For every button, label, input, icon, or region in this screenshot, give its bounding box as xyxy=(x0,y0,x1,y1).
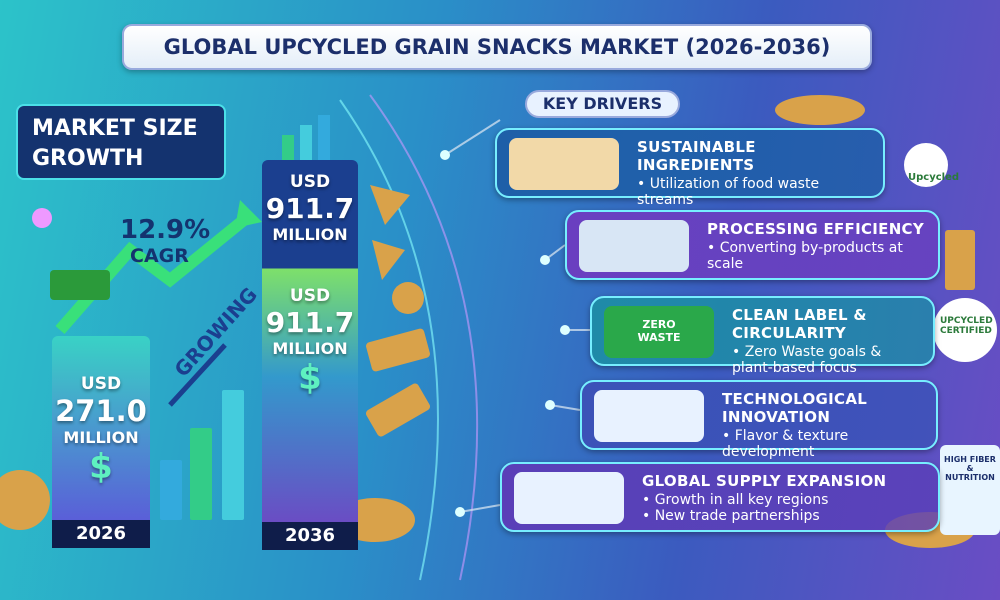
driver-icon xyxy=(509,138,619,190)
unit: MILLION xyxy=(63,428,139,447)
driver-title: CLEAN LABEL & CIRCULARITY xyxy=(732,306,867,342)
driver-title: GLOBAL SUPPLY EXPANSION xyxy=(642,472,887,490)
badge: Upcycled xyxy=(908,172,960,183)
driver-bullet: • Zero Waste goals & plant-based focus xyxy=(732,344,882,376)
unit: MILLION xyxy=(272,225,348,244)
pack-label: HIGH FIBER & NUTRITION xyxy=(944,455,996,482)
year: 2026 xyxy=(52,520,150,548)
driver-icon xyxy=(514,472,624,524)
driver-bullet: • Flavor & texture development xyxy=(722,428,849,460)
bar-2026: USD 271.0 MILLION $ xyxy=(52,336,150,520)
bar-2036: USD 911.7 MILLION USD 911.7 MILLION $ xyxy=(262,160,358,522)
cagr-value: 12.9% xyxy=(120,215,211,245)
driver-card: TECHNOLOGICAL INNOVATION • Flavor & textu… xyxy=(580,380,938,460)
title: GLOBAL UPCYCLED GRAIN SNACKS MARKET (202… xyxy=(122,24,872,70)
currency: USD xyxy=(80,374,122,394)
badge-text: ZERO xyxy=(642,318,676,331)
driver-card: GLOBAL SUPPLY EXPANSION • Growth in all k… xyxy=(500,462,940,532)
currency: USD xyxy=(289,172,331,192)
year: 2036 xyxy=(262,522,358,550)
badge-text: UPCYCLED xyxy=(940,316,993,326)
driver-card: SUSTAINABLE INGREDIENTS • Utilization of … xyxy=(495,128,885,208)
zero-waste-icon: ZERO WASTE xyxy=(604,306,714,344)
driver-card: PROCESSING EFFICIENCY • Converting by-pro… xyxy=(565,210,940,280)
badge: UPCYCLED CERTIFIED xyxy=(940,316,993,336)
driver-card: ZERO WASTE CLEAN LABEL & CIRCULARITY • Zero… xyxy=(590,296,935,376)
value: 911.7 xyxy=(265,306,355,339)
market-title: MARKET SIZE GROWTH xyxy=(16,104,226,180)
symbol: $ xyxy=(298,358,322,398)
driver-bullet: • New trade partnerships xyxy=(642,508,820,524)
driver-icon xyxy=(594,390,704,442)
value: 271.0 xyxy=(55,394,147,428)
driver-title: PROCESSING EFFICIENCY xyxy=(707,220,925,238)
driver-bullet: • Converting by-products at scale xyxy=(707,240,903,272)
driver-bullet: • Growth in all key regions xyxy=(642,492,829,508)
badge-text: WASTE xyxy=(637,331,681,344)
badge-text: CERTIFIED xyxy=(940,326,992,336)
cagr-label: CAGR xyxy=(130,245,189,267)
value: 911.7 xyxy=(265,192,355,225)
driver-title: SUSTAINABLE INGREDIENTS xyxy=(637,138,756,174)
symbol: $ xyxy=(89,447,113,487)
currency: USD xyxy=(289,286,331,306)
driver-bullet: • Utilization of food waste streams xyxy=(637,176,820,208)
drivers-title: KEY DRIVERS xyxy=(525,90,680,118)
unit: MILLION xyxy=(272,339,348,358)
driver-title: TECHNOLOGICAL INNOVATION xyxy=(722,390,868,426)
driver-icon: ZERO WASTE xyxy=(604,306,714,358)
driver-icon xyxy=(579,220,689,272)
